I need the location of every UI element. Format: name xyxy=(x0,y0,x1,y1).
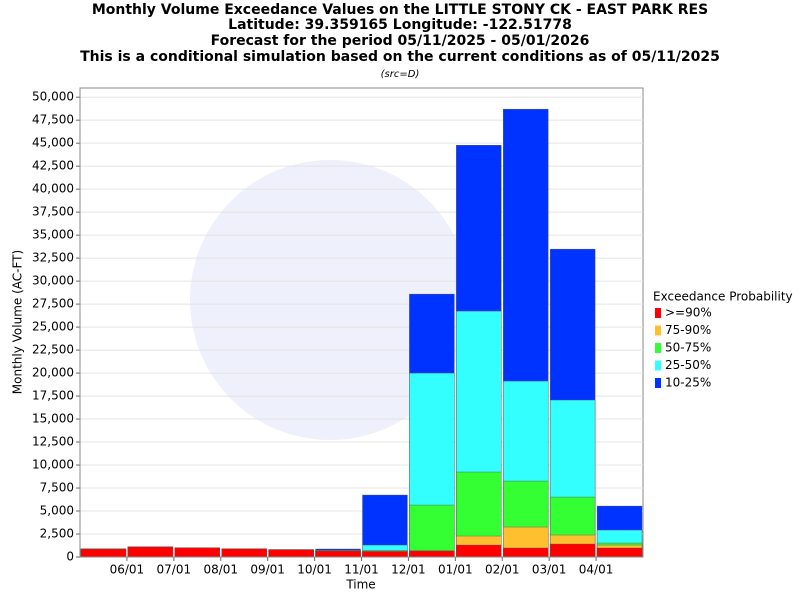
y-tick-label: 37,500 xyxy=(32,205,74,219)
chart-subtitle: (src=D) xyxy=(381,69,420,80)
y-tick-label: 20,000 xyxy=(32,366,74,380)
chart-title: Monthly Volume Exceedance Values on the … xyxy=(92,2,708,18)
x-tick-label: 04/01 xyxy=(579,563,614,577)
y-axis-label: Monthly Volume (AC-FT) xyxy=(11,250,25,394)
x-tick-label: 10/01 xyxy=(297,563,332,577)
x-tick-label: 03/01 xyxy=(532,563,567,577)
x-tick-label: 06/01 xyxy=(110,563,145,577)
x-tick-label: 11/01 xyxy=(344,563,379,577)
legend-label: 25-50% xyxy=(665,358,711,372)
chart-title: Forecast for the period 05/11/2025 - 05/… xyxy=(211,33,590,49)
legend-label: 75-90% xyxy=(665,323,711,337)
legend-swatch xyxy=(655,325,661,336)
bar xyxy=(409,504,455,558)
x-tick-label: 12/01 xyxy=(391,563,426,577)
y-tick-label: 45,000 xyxy=(32,136,74,150)
y-tick-label: 2,500 xyxy=(40,527,74,541)
y-tick-label: 10,000 xyxy=(32,458,74,472)
legend-swatch xyxy=(655,343,661,353)
bar xyxy=(268,549,314,558)
y-tick-label: 35,000 xyxy=(32,228,74,242)
bar xyxy=(503,547,549,558)
bar xyxy=(362,551,408,558)
bar xyxy=(596,547,643,558)
legend-label: >=90% xyxy=(665,306,712,320)
legend-swatch xyxy=(655,378,661,388)
y-tick-label: 50,000 xyxy=(32,90,74,104)
x-tick-label: 09/01 xyxy=(250,563,285,577)
y-tick-label: 22,500 xyxy=(32,343,74,357)
y-tick-label: 25,000 xyxy=(32,320,74,334)
bar xyxy=(127,546,174,558)
y-tick-label: 17,500 xyxy=(32,389,74,403)
watermark xyxy=(190,160,470,440)
y-tick-label: 12,500 xyxy=(32,435,74,449)
bar xyxy=(456,544,502,558)
chart-title: Latitude: 39.359165 Longitude: -122.5177… xyxy=(228,17,572,33)
legend-label: 10-25% xyxy=(665,376,711,390)
bar xyxy=(174,547,220,558)
y-tick-label: 15,000 xyxy=(32,412,74,426)
y-tick-label: 42,500 xyxy=(32,159,74,173)
chart-title: This is a conditional simulation based o… xyxy=(80,49,720,65)
legend-label: 50-75% xyxy=(665,341,711,355)
y-tick-label: 0 xyxy=(66,550,74,564)
legend-swatch xyxy=(655,360,661,371)
y-tick-label: 7,500 xyxy=(40,481,74,495)
y-tick-label: 5,000 xyxy=(40,504,74,518)
x-tick-label: 01/01 xyxy=(438,563,473,577)
x-tick-label: 02/01 xyxy=(485,563,520,577)
bar xyxy=(80,548,127,558)
bar xyxy=(221,548,267,558)
y-tick-label: 30,000 xyxy=(32,274,74,288)
bar xyxy=(315,550,361,558)
x-axis-label: Time xyxy=(345,578,375,592)
x-tick-label: 07/01 xyxy=(157,563,192,577)
bar xyxy=(549,543,596,558)
legend-title: Exceedance Probability xyxy=(653,290,793,304)
y-tick-label: 40,000 xyxy=(32,182,74,196)
bar xyxy=(409,550,455,558)
y-tick-label: 32,500 xyxy=(32,251,74,265)
legend-swatch xyxy=(655,308,661,318)
y-tick-label: 47,500 xyxy=(32,113,74,127)
x-tick-label: 08/01 xyxy=(203,563,238,577)
y-tick-label: 27,500 xyxy=(32,297,74,311)
